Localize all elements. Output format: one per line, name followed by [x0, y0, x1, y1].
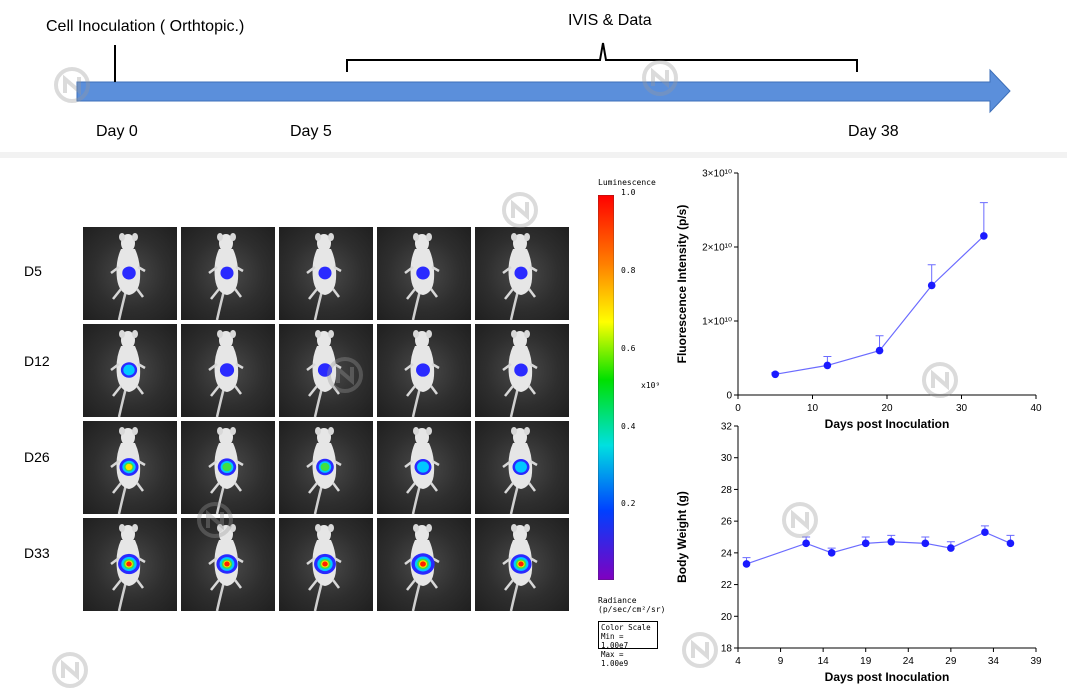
- mouse-image: [377, 227, 471, 320]
- y-tick-label: 1×10¹⁰: [702, 317, 732, 328]
- y-tick-label: 2×10¹⁰: [702, 243, 732, 254]
- data-point: [802, 539, 810, 548]
- x-tick-label: 39: [1030, 656, 1042, 667]
- y-tick-label: 26: [721, 517, 733, 528]
- x-tick-label: 40: [1030, 403, 1042, 414]
- error-bar: [979, 202, 988, 236]
- color-scale-bar: [598, 195, 614, 580]
- mouse-image: [181, 421, 275, 514]
- day-label-38: Day 38: [848, 123, 899, 140]
- y-tick-label: 22: [721, 580, 733, 591]
- day-label-0: Day 0: [96, 123, 138, 140]
- mouse-image: [83, 518, 177, 611]
- y-tick-label: 20: [721, 612, 733, 623]
- series-line: [746, 531, 1011, 565]
- mouse-image: [475, 324, 569, 417]
- y-axis-label: Fluorescence Intensity (p/s): [675, 205, 689, 364]
- scale-tick: 0.6: [621, 344, 636, 353]
- scale-multiplier: x10⁹: [641, 381, 661, 390]
- timeline-arrow: [76, 68, 1011, 114]
- x-tick-label: 9: [778, 656, 784, 667]
- color-box-line: Color Scale: [601, 623, 651, 632]
- color-scale-box: Color Scale Min = 1.00e7 Max = 1.00e9: [598, 621, 658, 668]
- data-point: [861, 539, 870, 548]
- scale-tick: 0.4: [621, 422, 636, 431]
- mouse-image: [475, 421, 569, 514]
- data-point: [980, 232, 988, 240]
- timeline-panel: Cell Inoculation ( Orthtopic.) IVIS & Da…: [0, 0, 1067, 152]
- ivis-bracket: [346, 42, 858, 72]
- y-tick-label: 3×10¹⁰: [702, 169, 732, 180]
- mouse-image: [181, 227, 275, 320]
- color-box-line: Max = 1.00e9: [601, 650, 629, 668]
- row-label-d26: D26: [24, 449, 50, 465]
- y-tick-label: 32: [721, 422, 733, 433]
- color-box-line: Min = 1.00e7: [601, 632, 629, 650]
- scale-units-1: Radiance: [598, 596, 637, 605]
- mouse-image: [83, 421, 177, 514]
- data-point: [947, 544, 955, 552]
- x-axis-label: Days post Inoculation: [825, 417, 950, 431]
- data-point: [823, 361, 832, 370]
- data-point: [875, 346, 884, 355]
- y-axis-label: Body Weight (g): [675, 491, 689, 583]
- mouse-image: [279, 518, 373, 611]
- data-point: [927, 281, 936, 290]
- x-tick-label: 34: [988, 656, 1000, 667]
- x-tick-label: 14: [818, 656, 830, 667]
- scale-tick: 1.0: [621, 188, 636, 197]
- x-tick-label: 20: [881, 403, 893, 414]
- mouse-image: [377, 324, 471, 417]
- fluorescence-chart: 0 10 20 30 40 0 1×10¹⁰ 2×10¹⁰ 3×10¹⁰ Days post In…: [675, 169, 1042, 432]
- scale-tick: 0.2: [621, 499, 636, 508]
- x-tick-label: 29: [945, 656, 957, 667]
- data-point: [981, 528, 989, 537]
- x-tick-label: 4: [735, 656, 741, 667]
- mouse-image: [377, 518, 471, 611]
- row-label-d12: D12: [24, 353, 50, 369]
- y-tick-label: 24: [721, 548, 733, 559]
- ivis-image-grid: [83, 227, 575, 613]
- ivis-label: IVIS & Data: [568, 12, 652, 29]
- row-label-d33: D33: [24, 545, 50, 561]
- scale-tick: 0.8: [621, 266, 636, 275]
- x-tick-label: 24: [903, 656, 915, 667]
- mouse-image: [279, 227, 373, 320]
- data-point: [827, 549, 836, 557]
- mouse-image: [181, 518, 275, 611]
- mouse-image: [377, 421, 471, 514]
- scale-units-2: (p/sec/cm²/sr): [598, 605, 666, 614]
- mouse-image: [181, 324, 275, 417]
- mouse-image: [279, 324, 373, 417]
- scale-title: Luminescence: [598, 178, 656, 187]
- mouse-image: [475, 227, 569, 320]
- data-point: [742, 560, 751, 568]
- x-tick-label: 10: [807, 403, 819, 414]
- data-point: [1006, 539, 1015, 548]
- x-tick-label: 0: [735, 403, 741, 414]
- x-tick-label: 19: [860, 656, 872, 667]
- x-tick-label: 30: [956, 403, 968, 414]
- y-tick-label: 30: [721, 453, 733, 464]
- mouse-image: [83, 324, 177, 417]
- data-point: [771, 370, 780, 379]
- mouse-image: [83, 227, 177, 320]
- inoculation-label: Cell Inoculation ( Orthtopic.): [46, 18, 245, 35]
- mouse-image: [279, 421, 373, 514]
- y-tick-label: 18: [721, 644, 733, 655]
- y-tick-label: 0: [726, 391, 732, 402]
- mouse-image: [475, 518, 569, 611]
- x-axis-label: Days post Inoculation: [825, 670, 950, 684]
- day-label-5: Day 5: [290, 123, 332, 140]
- y-tick-label: 28: [721, 485, 733, 496]
- body-weight-chart: 4 9 14 19 24 29 34 39 18 20 22 24 26 28 30 32 Days post …: [675, 422, 1042, 685]
- data-point: [921, 539, 930, 548]
- data-point: [887, 537, 896, 546]
- row-label-d5: D5: [24, 263, 42, 279]
- timeline-graphic: [76, 42, 1011, 114]
